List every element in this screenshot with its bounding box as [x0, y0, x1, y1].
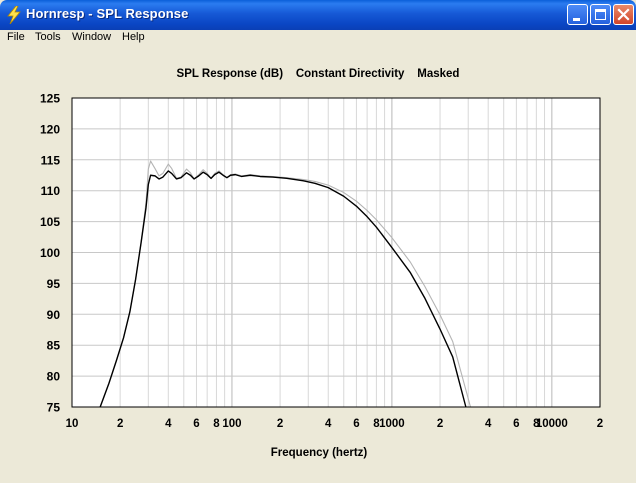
y-tick-label: 95	[47, 277, 61, 291]
y-axis: 75 80 85 90 95 100 105 110 115 120 125	[40, 92, 60, 415]
app-lightning-icon	[7, 6, 21, 24]
spl-trace-primary	[99, 170, 467, 408]
x-tick-label: 8	[373, 418, 380, 430]
close-button[interactable]	[613, 4, 634, 25]
x-axis-label: Frequency (hertz)	[271, 447, 368, 459]
x-tick-label: 100	[222, 418, 241, 430]
maximize-button[interactable]	[590, 4, 611, 25]
menu-window[interactable]: Window	[72, 31, 112, 43]
chart-title: SPL Response (dB) Constant Directivity M…	[177, 68, 460, 80]
x-tick-label: 6	[353, 418, 359, 430]
spl-chart: SPL Response (dB) Constant Directivity M…	[40, 68, 604, 459]
x-tick-label: 4	[325, 418, 332, 430]
chart-area: SPL Response (dB) Constant Directivity M…	[0, 46, 636, 478]
series-layer	[99, 160, 472, 408]
y-tick-label: 100	[40, 246, 60, 260]
close-icon	[617, 8, 630, 21]
x-tick-label: 6	[513, 418, 519, 430]
y-tick-label: 120	[40, 122, 60, 136]
title-bar[interactable]: Hornresp - SPL Response	[0, 0, 636, 30]
x-tick-label: 8	[533, 418, 540, 430]
x-tick-label: 10	[66, 418, 79, 430]
menu-tools[interactable]: Tools	[35, 31, 61, 43]
x-tick-label: 1000	[379, 418, 405, 430]
x-tick-label: 2	[117, 418, 123, 430]
y-tick-label: 105	[40, 215, 60, 229]
y-tick-label: 125	[40, 92, 60, 106]
y-tick-label: 115	[41, 153, 61, 167]
x-tick-label: 8	[213, 418, 220, 430]
x-tick-label: 2	[277, 418, 283, 430]
menu-file[interactable]: File	[7, 31, 25, 43]
x-tick-label: 4	[165, 418, 172, 430]
y-tick-label: 80	[47, 370, 61, 384]
x-tick-label: 4	[485, 418, 492, 430]
plot-frame	[71, 97, 601, 408]
y-tick-label: 85	[47, 339, 61, 353]
minimize-icon	[573, 18, 580, 21]
y-tick-label: 110	[41, 184, 61, 198]
x-tick-label: 2	[437, 418, 443, 430]
y-tick-label: 75	[47, 401, 61, 415]
x-tick-label: 2	[597, 418, 603, 430]
menu-help[interactable]: Help	[122, 31, 145, 43]
menu-bar: File Tools Window Help	[0, 30, 636, 46]
y-tick-label: 90	[47, 308, 61, 322]
x-tick-label: 10000	[536, 418, 568, 430]
minimize-button[interactable]	[567, 4, 588, 25]
window-title: Hornresp - SPL Response	[26, 6, 189, 21]
x-tick-label: 6	[193, 418, 199, 430]
maximize-icon	[595, 9, 606, 20]
